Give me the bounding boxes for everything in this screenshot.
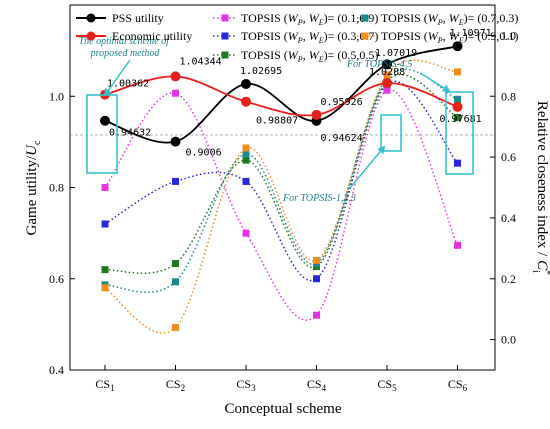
topsis-marker-5	[454, 68, 461, 76]
topsis-marker-1	[313, 311, 320, 319]
highlight-box-cs5	[380, 114, 402, 152]
legend-marker	[221, 14, 229, 22]
utility-data-label: 1.0288	[369, 67, 405, 78]
topsis-marker-4	[454, 95, 461, 103]
utility-marker-1	[100, 115, 110, 126]
x-tick-label: CS5	[377, 377, 397, 393]
topsis-marker-1	[454, 241, 461, 249]
x-axis-title: Conceptual scheme	[224, 401, 341, 417]
utility-line-2	[104, 75, 458, 117]
utility-marker-2	[452, 101, 463, 112]
annotation-arrow-topsis123	[349, 145, 386, 189]
legend-label: TOPSIS (WP, WE)= (0.1,0.9)	[241, 11, 378, 27]
utility-marker-2	[170, 71, 181, 82]
topsis-marker-1	[383, 86, 391, 94]
utility-data-label: 1.10971	[450, 28, 492, 39]
data-labels-layer: 0.94632 0.9006 1.02695 0.94624 1.07019 1.1097…	[107, 28, 492, 158]
legend-label: TOPSIS (WP, WE)= (0.7,0.3)	[381, 11, 518, 27]
x-tick-label: CS1	[95, 377, 114, 393]
utility-marker-1	[170, 136, 181, 147]
y-right-tick-label: 0.2	[501, 272, 516, 286]
y-axis-right-title: Relative closeness index / C*i	[530, 101, 550, 275]
y-left-tick-label: 1.0	[49, 89, 64, 103]
utility-marker-2	[382, 78, 392, 89]
topsis-marker-2	[172, 177, 179, 185]
utility-data-label: 1.00362	[107, 79, 149, 90]
topsis-marker-3	[101, 266, 109, 274]
annotation-topsis123: For TOPSIS-1,2,3	[282, 193, 356, 204]
topsis-marker-2	[101, 220, 109, 228]
utility-data-label: 1.02695	[240, 66, 282, 77]
legend-label: TOPSIS (WP, WE)= (0.3,0.7)	[241, 29, 378, 45]
utility-marker-1	[382, 59, 392, 70]
y-left-tick-label: 0.8	[49, 181, 64, 195]
utility-data-label: 1.04344	[180, 56, 222, 67]
topsis-marker-3	[172, 260, 179, 268]
legend-label: TOPSIS (WP, WE)= (0.5,0.5)	[241, 48, 378, 64]
legend: PSS utility Economic utility TOPSIS (WP, W…	[76, 11, 518, 64]
topsis-marker-5	[172, 323, 179, 331]
topsis-marker-2	[313, 275, 320, 283]
highlight-box-cs6	[445, 91, 474, 175]
topsis-marker-1	[101, 184, 109, 191]
topsis-marker-1	[172, 89, 179, 97]
utility-marker-1	[241, 78, 251, 89]
legend-marker	[221, 51, 229, 59]
topsis-line-3	[104, 73, 458, 275]
utility-marker-2	[241, 96, 251, 107]
y-right-tick-label: 0.8	[501, 89, 516, 103]
legend-label: PSS utility	[112, 11, 164, 25]
utility-data-label: 0.94624	[321, 133, 363, 144]
legend-label: TOPSIS (WP, WE)= (0.9,0.1)	[381, 29, 518, 45]
x-tick-label: CS6	[448, 377, 468, 393]
legend-marker	[361, 14, 369, 22]
annotation-arrow-optimal	[103, 59, 131, 97]
topsis-marker-1	[242, 229, 250, 237]
y-right-tick-label: 0.4	[501, 211, 516, 225]
x-tick-label: CS2	[166, 377, 185, 393]
topsis-marker-5	[313, 257, 320, 264]
x-tick-label: CS3	[236, 377, 256, 393]
legend-marker	[361, 32, 369, 40]
highlight-box-cs1	[86, 94, 118, 174]
legend-marker	[221, 32, 229, 40]
x-tick-label: CS4	[307, 377, 327, 393]
utility-marker-2	[311, 109, 322, 120]
utility-marker-1	[452, 41, 463, 52]
axes-layer: 0.4 0.6 0.8 1.0 0.0 0.2 0.4 0.6 0.8 1.0 CS1 CS2 CS3 C…	[49, 28, 516, 393]
utility-data-label: 0.9006	[186, 148, 222, 159]
legend-marker	[86, 31, 96, 41]
y-right-tick-label: 1.0	[501, 28, 516, 42]
topsis-marker-2	[454, 159, 461, 167]
y-right-tick-label: 0.6	[501, 150, 516, 164]
topsis-marker-2	[242, 177, 250, 185]
utility-data-label: 0.95926	[321, 97, 363, 108]
legend-label: Economic utility	[112, 29, 192, 43]
topsis-marker-5	[383, 71, 391, 79]
annotation-topsis45: For TOPSIS-4,5	[346, 59, 412, 70]
topsis-marker-3	[454, 114, 461, 122]
utility-data-label: 1.07019	[375, 48, 417, 59]
utility-data-label: 0.94632	[109, 128, 151, 139]
y-right-tick-label: 0.0	[501, 333, 516, 347]
y-left-tick-label: 0.4	[49, 363, 64, 377]
y-left-tick-label: 0.6	[49, 272, 64, 286]
annotation-arrow-topsis45	[419, 72, 451, 93]
topsis-marker-5	[242, 144, 250, 152]
topsis-marker-4	[172, 278, 179, 286]
utility-data-label: 0.98807	[256, 116, 298, 127]
topsis-series-layer	[101, 59, 461, 334]
topsis-marker-3	[242, 156, 250, 164]
y-axis-left-title: Game utility/Uc	[24, 140, 43, 235]
utility-series-layer	[100, 41, 463, 147]
annotation-optimal: The optimal scheme of proposed method	[79, 36, 172, 59]
topsis-marker-5	[101, 284, 109, 292]
topsis-marker-4	[242, 150, 250, 158]
topsis-line-2	[104, 80, 459, 282]
utility-data-label: 0.97681	[440, 114, 482, 125]
legend-marker	[86, 13, 96, 23]
